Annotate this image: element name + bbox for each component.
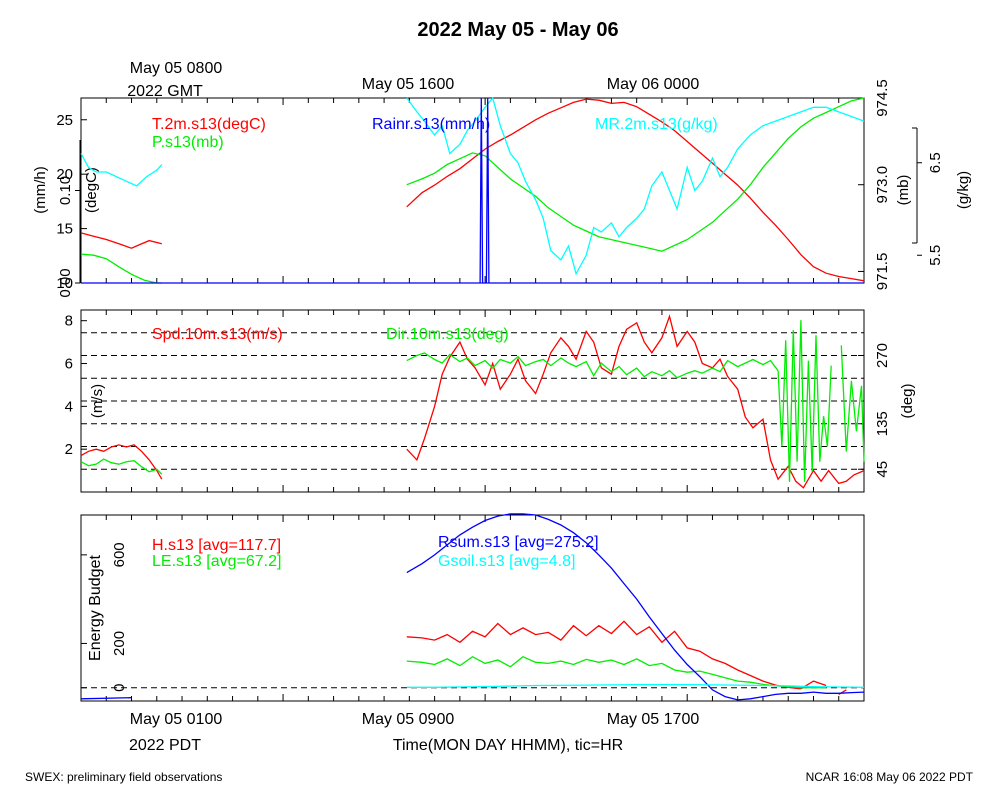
- series-le-s13: [406, 655, 827, 689]
- series-p-s13-mb: [80, 253, 162, 284]
- legend-le-s13: LE.s13 [avg=67.2]: [152, 553, 281, 570]
- ms-axis-label: (m/s): [89, 384, 106, 418]
- footer-left: SWEX: preliminary field observations: [25, 770, 222, 784]
- mmh-axis-tick-label: 0.00: [57, 268, 74, 297]
- pdt-mid-label: May 05 0900: [362, 711, 455, 728]
- gkg-axis-tick-label: 6.5: [927, 152, 944, 173]
- legend-mr-2m-s13-g-kg: MR.2m.s13(g/kg): [595, 116, 718, 133]
- series-rsum-s13: [406, 513, 865, 701]
- x-axis-label: Time(MON DAY HHMM), tic=HR: [393, 737, 623, 754]
- deg-axis-label: (deg): [899, 383, 916, 418]
- legend-gsoil-s13: Gsoil.s13 [avg=4.8]: [438, 553, 575, 570]
- mb-axis-label: (mb): [895, 175, 912, 206]
- bottom-panel-frame: [80, 514, 865, 702]
- legend-rainr-s13-mm-h: Rainr.s13(mm/h): [372, 116, 490, 133]
- energy-axis-tick-label: 0: [111, 684, 128, 692]
- legend-dir-10m-s13-deg: Dir.10m.s13(deg): [386, 326, 509, 343]
- ms-axis-tick-label: 6: [65, 356, 73, 373]
- legend-p-s13-mb: P.s13(mb): [152, 134, 224, 151]
- mb-axis-tick-label: 974.5: [874, 79, 891, 117]
- degc-axis-label: (degC): [83, 167, 100, 213]
- pdt-start-label-line1: May 05 0100: [130, 711, 223, 728]
- series-spd-10m-s13-m-s: [80, 444, 163, 480]
- gkg-axis-label: (g/kg): [955, 171, 972, 209]
- energy-axis-tick-label: 200: [111, 631, 128, 656]
- series-dir-10m-s13-deg: [777, 320, 832, 482]
- gmt-end-label: May 06 0000: [607, 76, 700, 93]
- pdt-start-label-line2: 2022 PDT: [129, 737, 201, 754]
- series-t-2m-s13-degc: [80, 232, 162, 249]
- series-mr-2m-s13-g-kg: [406, 96, 865, 276]
- gmt-start-label-line2: 2022 GMT: [127, 83, 203, 100]
- legend-rsum-s13: Rsum.s13 [avg=275.2]: [438, 534, 599, 551]
- series-dir-10m-s13-deg: [840, 345, 865, 462]
- mb-axis-tick-label: 971.5: [874, 253, 891, 291]
- legend-h-s13: H.s13 [avg=117.7]: [152, 537, 281, 554]
- mb-axis-tick-label: 973.0: [874, 166, 891, 204]
- series-dir-10m-s13-deg: [80, 458, 163, 475]
- chart-panels: 10152025(degC)0.000.10(mm/h)971.5973.097…: [32, 79, 972, 702]
- gkg-axis-tick-label: 5.5: [927, 245, 944, 266]
- gmt-mid-label: May 05 1600: [362, 76, 455, 93]
- energy-axis-label: Energy Budget: [87, 555, 104, 661]
- degc-axis-tick-label: 10: [56, 275, 73, 292]
- series-mr-2m-s13-g-kg: [80, 153, 163, 187]
- series-h-s13: [406, 620, 801, 690]
- mmh-axis-label: (mm/h): [32, 166, 49, 214]
- legend-spd-10m-s13-m-s: Spd.10m.s13(m/s): [152, 326, 283, 343]
- gmt-start-label-line1: May 05 0800: [130, 60, 223, 77]
- degc-axis-tick-label: 20: [56, 166, 73, 183]
- series-t-2m-s13-degc: [406, 98, 865, 282]
- series-dir-10m-s13-deg: [406, 352, 779, 379]
- footer-right: NCAR 16:08 May 06 2022 PDT: [806, 770, 974, 784]
- deg-axis-tick-label: 270: [874, 343, 891, 368]
- ms-axis-tick-label: 4: [65, 398, 73, 415]
- series-gsoil-s13: [406, 683, 865, 688]
- mmh-axis-tick-label: 0.10: [57, 176, 74, 205]
- legend-t-2m-s13-degc: T.2m.s13(degC): [152, 116, 266, 133]
- chart-title: 2022 May 05 - May 06: [417, 19, 618, 41]
- series-p-s13-mb: [406, 97, 865, 252]
- ms-axis-tick-label: 2: [65, 441, 73, 458]
- pdt-end-label: May 05 1700: [607, 711, 700, 728]
- degc-axis-tick-label: 15: [56, 221, 73, 238]
- deg-axis-tick-label: 45: [874, 461, 891, 478]
- series-spd-10m-s13-m-s: [406, 314, 865, 489]
- ms-axis-tick-label: 8: [65, 313, 73, 330]
- deg-axis-tick-label: 135: [874, 411, 891, 436]
- series-rainr-s13-mm-h: [81, 97, 864, 284]
- degc-axis-tick-label: 25: [56, 112, 73, 129]
- energy-axis-tick-label: 600: [111, 542, 128, 567]
- series-rsum-s13: [80, 697, 132, 700]
